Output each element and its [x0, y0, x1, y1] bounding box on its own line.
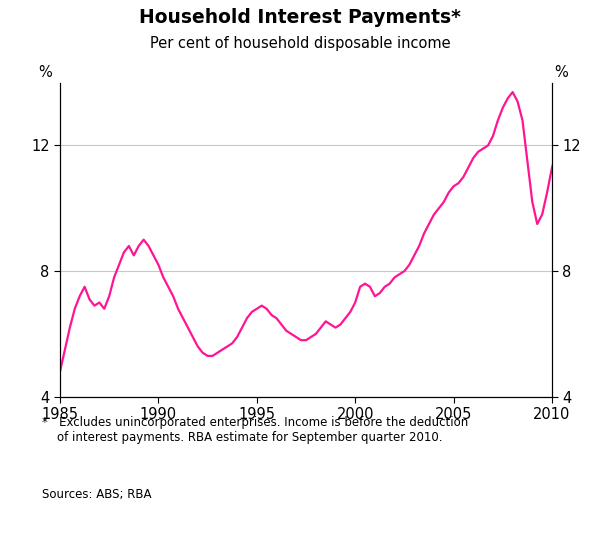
Text: %: %: [38, 65, 52, 80]
Text: Per cent of household disposable income: Per cent of household disposable income: [149, 36, 451, 51]
Text: *   Excludes unincorporated enterprises. Income is before the deduction
    of i: * Excludes unincorporated enterprises. I…: [42, 416, 468, 444]
Text: Household Interest Payments*: Household Interest Payments*: [139, 8, 461, 27]
Text: Sources: ABS; RBA: Sources: ABS; RBA: [42, 488, 151, 501]
Text: %: %: [554, 65, 568, 80]
